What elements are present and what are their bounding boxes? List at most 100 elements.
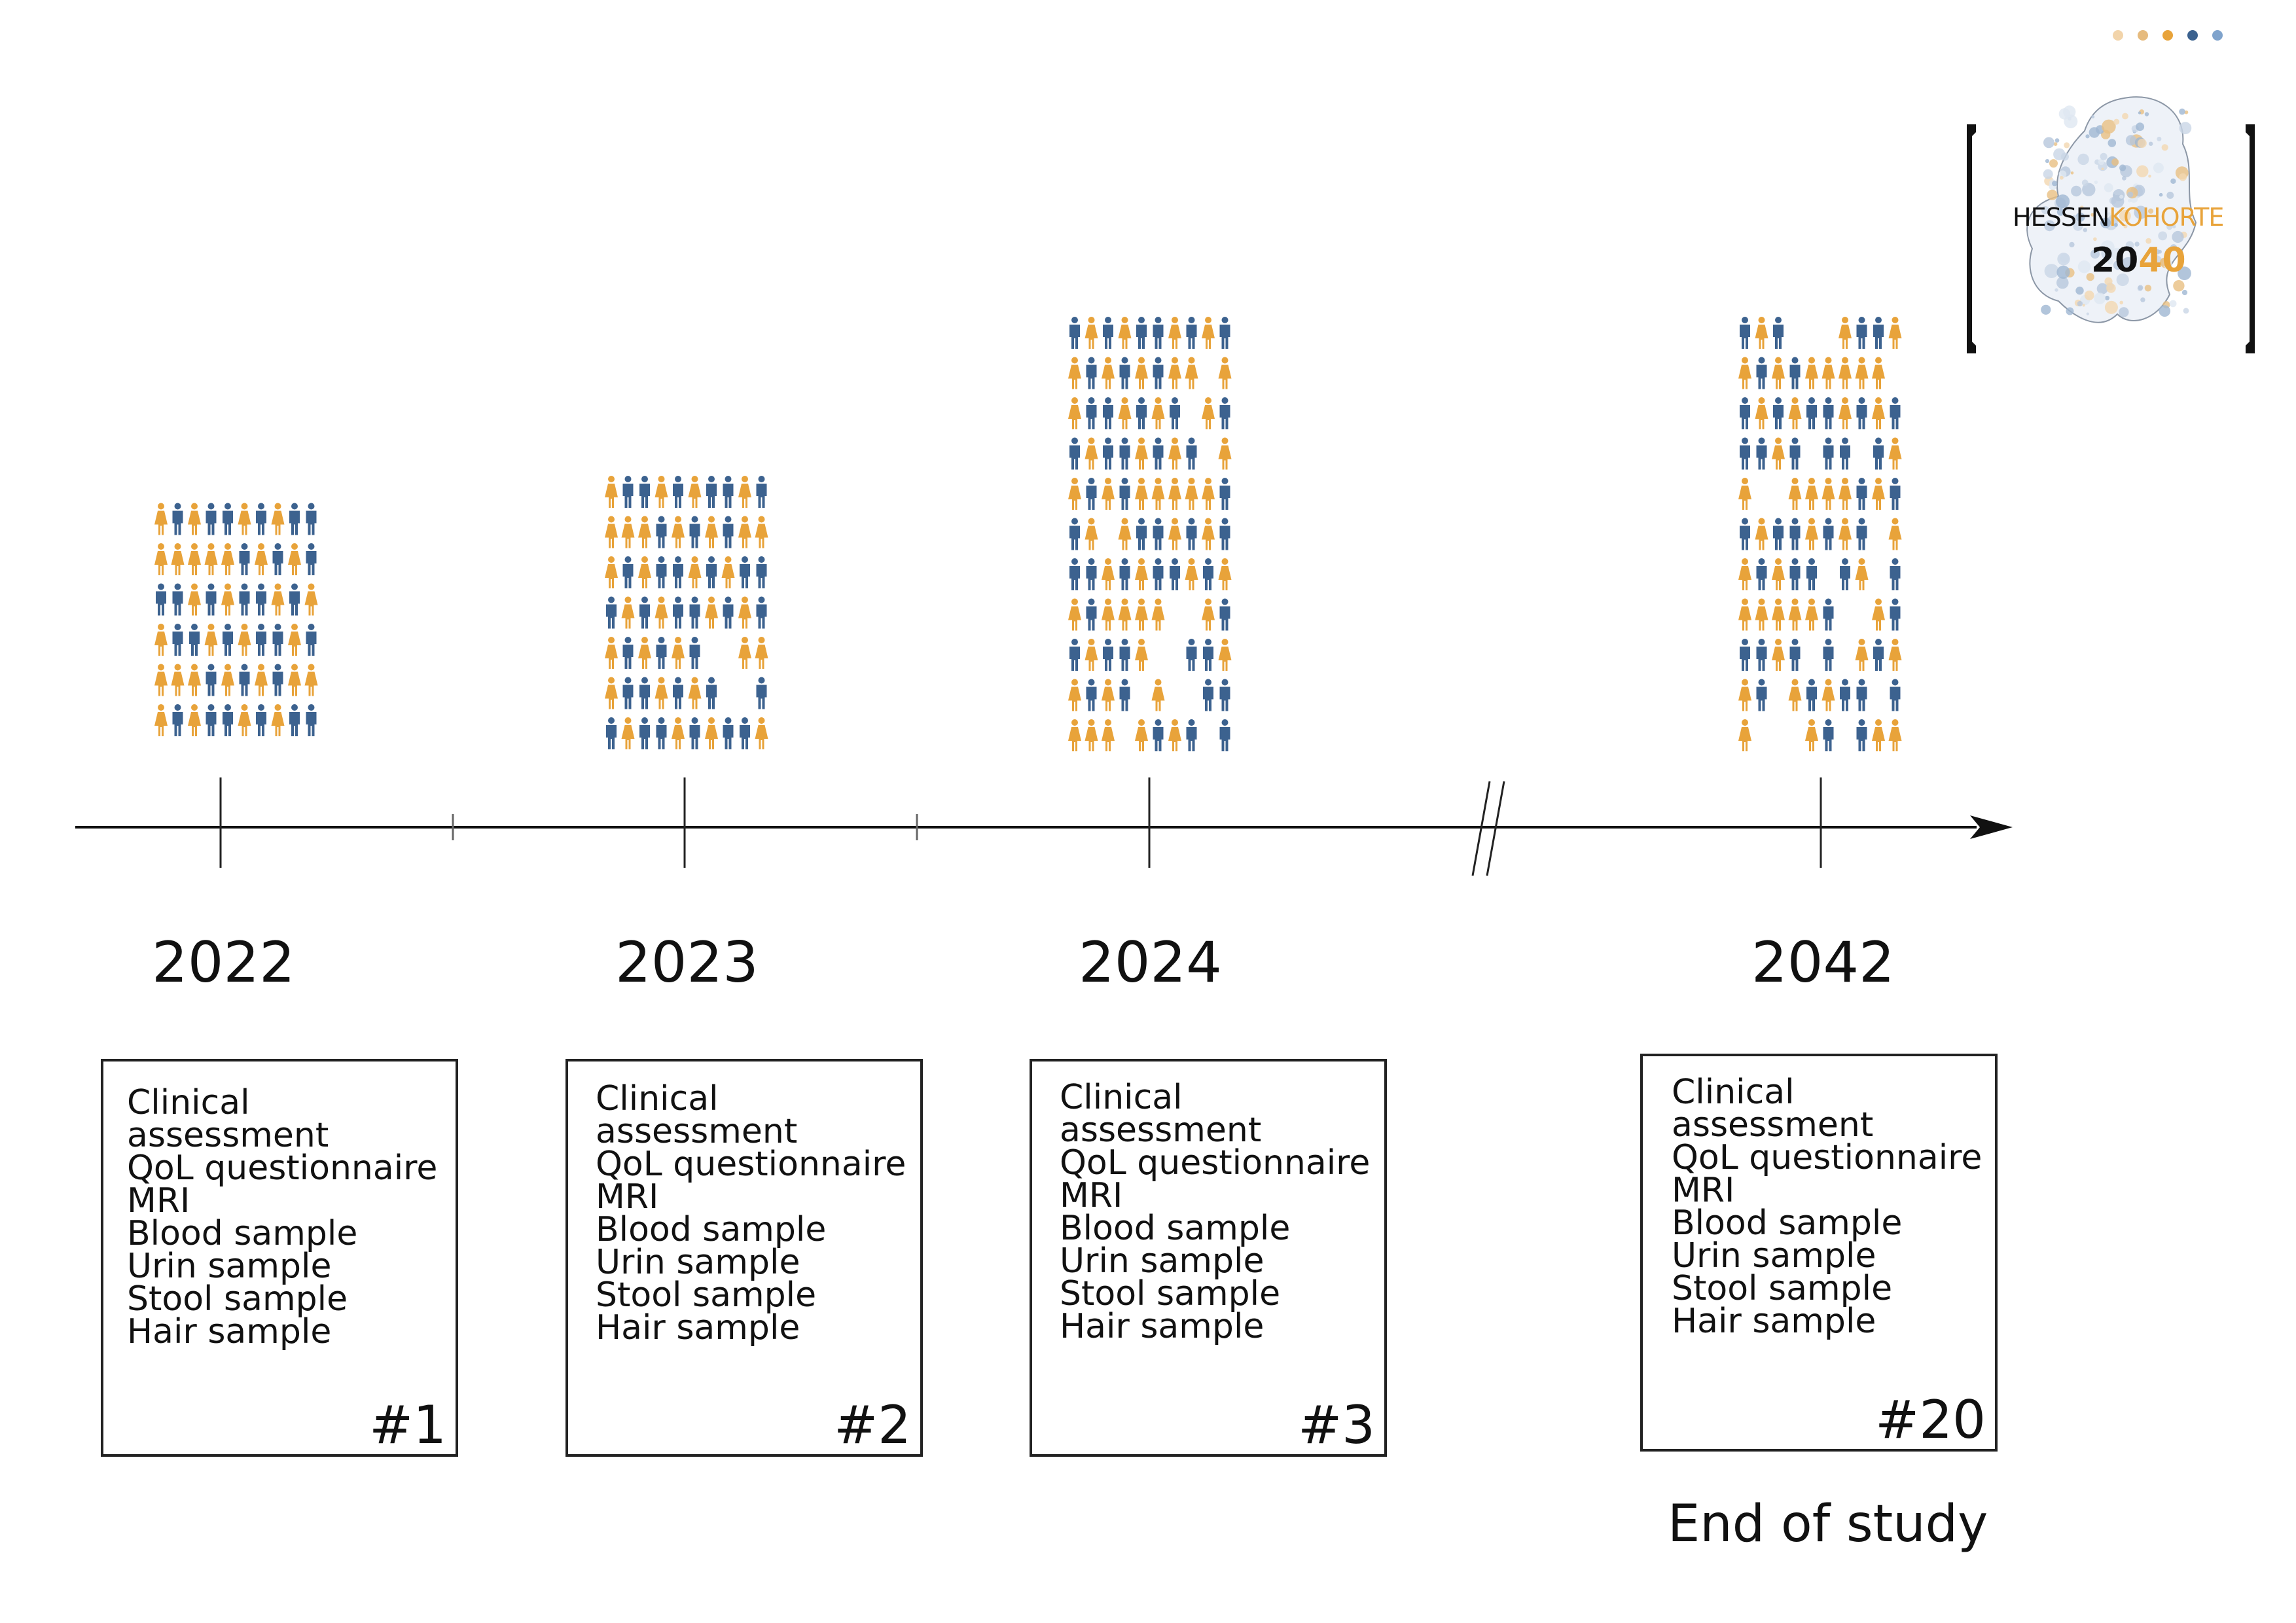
female-person-icon xyxy=(1839,478,1852,510)
logo-bubble-icon xyxy=(2144,285,2152,292)
logo-word-part1: HESSEN xyxy=(2013,203,2109,232)
logo-bubble-icon xyxy=(2107,212,2111,216)
female-person-icon xyxy=(705,717,718,749)
female-person-icon xyxy=(1805,478,1818,510)
logo-bubble-icon xyxy=(2043,137,2054,149)
logo-bubble-icon xyxy=(2090,249,2100,259)
logo-bubble-icon xyxy=(2113,223,2118,227)
male-person-icon xyxy=(256,583,266,616)
year-label-2024: 2024 xyxy=(1079,930,1222,995)
male-person-icon xyxy=(756,556,767,588)
female-person-icon xyxy=(1068,598,1081,631)
male-person-icon xyxy=(1806,679,1817,711)
male-person-icon xyxy=(1086,558,1097,590)
male-person-icon xyxy=(206,664,217,696)
female-person-icon xyxy=(1888,317,1902,349)
female-person-icon xyxy=(638,516,651,548)
logo-bubble-icon xyxy=(2158,231,2168,241)
male-person-icon xyxy=(1823,518,1834,550)
logo-bubble-icon xyxy=(2052,181,2058,187)
female-person-icon xyxy=(1855,639,1869,671)
logo-bubble-icon xyxy=(2073,221,2083,231)
male-person-icon xyxy=(1856,317,1867,349)
male-person-icon xyxy=(639,476,650,508)
logo-bubble-icon xyxy=(2127,191,2134,198)
female-person-icon xyxy=(1085,437,1098,470)
female-person-icon xyxy=(1772,437,1785,470)
logo-bubble-icon xyxy=(2060,152,2069,161)
male-person-icon xyxy=(1136,317,1147,349)
female-person-icon xyxy=(1085,639,1098,671)
male-person-icon xyxy=(656,717,667,749)
logo-dot-icon xyxy=(2113,30,2123,41)
female-person-icon xyxy=(1738,719,1751,751)
list-item: Hair sample xyxy=(596,1308,800,1347)
male-person-icon xyxy=(1756,679,1767,711)
male-person-icon xyxy=(740,556,750,588)
logo-bubble-icon xyxy=(2082,183,2096,196)
logo-bubble-icon xyxy=(2119,307,2129,317)
female-person-icon xyxy=(1118,317,1132,349)
logo-bubble-icon xyxy=(2093,237,2097,241)
female-person-icon xyxy=(1151,478,1165,510)
male-person-icon xyxy=(1873,437,1884,470)
logo-graphic-icon xyxy=(1967,30,2255,353)
logo-bubble-icon xyxy=(2155,249,2161,255)
hessen-map-icon xyxy=(2026,96,2197,323)
female-person-icon xyxy=(1839,317,1852,349)
logo-bubble-icon xyxy=(2179,122,2192,135)
female-person-icon xyxy=(1085,317,1098,349)
logo-bubble-icon xyxy=(2184,110,2189,115)
male-person-icon xyxy=(1170,397,1180,429)
female-person-icon xyxy=(1118,598,1132,631)
female-person-icon xyxy=(738,637,751,669)
logo-bubble-icon xyxy=(2134,205,2147,219)
male-person-icon xyxy=(756,677,767,709)
male-person-icon xyxy=(256,624,266,656)
male-person-icon xyxy=(756,596,767,629)
female-person-icon xyxy=(1085,518,1098,550)
logo-bubble-icon xyxy=(2107,258,2114,264)
female-person-icon xyxy=(1102,357,1115,389)
participant-grid-2023 xyxy=(605,476,768,749)
logo-bubble-icon xyxy=(2044,264,2059,278)
logo-bubble-icon xyxy=(2116,273,2129,287)
female-person-icon xyxy=(1118,397,1132,429)
male-person-icon xyxy=(1789,518,1801,550)
male-person-icon xyxy=(1823,397,1834,429)
male-person-icon xyxy=(1186,719,1197,751)
participant-grid-2022 xyxy=(154,503,318,736)
male-person-icon xyxy=(1119,478,1130,510)
year-label-2022: 2022 xyxy=(152,930,295,995)
female-person-icon xyxy=(1168,357,1181,389)
male-person-icon xyxy=(1219,317,1230,349)
male-person-icon xyxy=(1119,679,1130,711)
female-person-icon xyxy=(1168,437,1181,470)
logo-bubble-icon xyxy=(2148,208,2154,214)
logo-bubble-icon xyxy=(2101,168,2104,170)
logo-bubble-icon xyxy=(2070,171,2074,175)
logo-bubble-icon xyxy=(2075,286,2084,295)
visit-box-2: Clinical assessment QoL questionnaire MR… xyxy=(565,1059,923,1457)
female-person-icon xyxy=(1218,357,1232,389)
female-person-icon xyxy=(638,637,651,669)
female-person-icon xyxy=(1102,598,1115,631)
participant-grid-2024 xyxy=(1068,317,1232,751)
logo-bubble-icon xyxy=(2081,179,2089,187)
male-person-icon xyxy=(1856,518,1867,550)
female-person-icon xyxy=(1068,357,1081,389)
logo-bubble-icon xyxy=(2104,183,2113,192)
visit-number: #2 xyxy=(834,1395,911,1455)
logo-bubble-icon xyxy=(2077,260,2091,274)
female-person-icon xyxy=(1805,357,1818,389)
female-person-icon xyxy=(221,543,234,575)
female-person-icon xyxy=(655,677,668,709)
bracket-right-icon xyxy=(2246,124,2255,353)
logo-bubble-icon xyxy=(2105,295,2109,300)
female-person-icon xyxy=(221,664,234,696)
logo-bubble-icon xyxy=(2064,115,2078,128)
logo-bubble-icon xyxy=(2106,283,2116,293)
logo-bubble-icon xyxy=(2121,257,2135,271)
female-person-icon xyxy=(1135,478,1148,510)
